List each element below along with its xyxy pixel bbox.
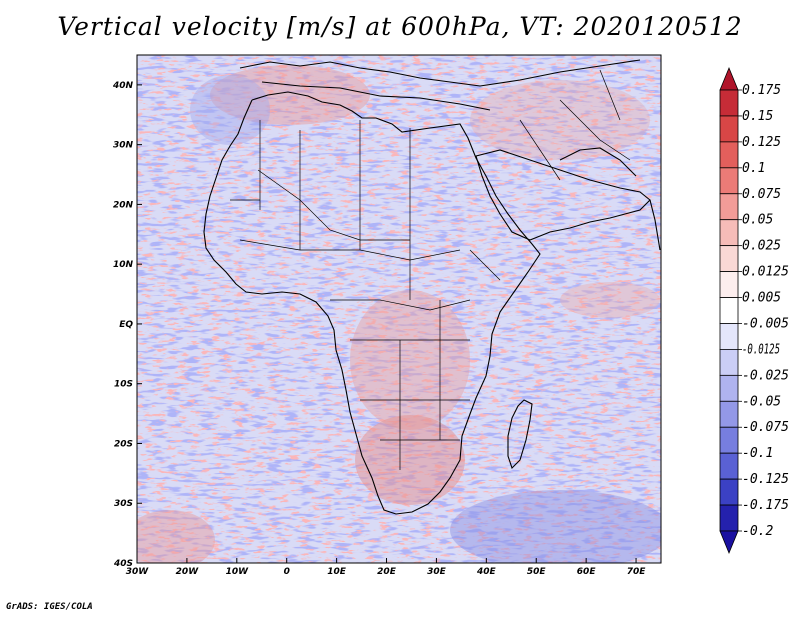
colorbar-box [719,167,739,195]
x-tick-label: 10W [226,567,250,577]
colorbar-level-label: -0.125 [742,472,789,487]
colorbar-box [719,374,739,402]
colorbar-level-label: 0.15 [742,109,773,124]
red-zone-sw-corner [137,510,215,563]
page-title: Vertical velocity [m/s] at 600hPa, VT: 2… [57,12,743,41]
colorbar-box [719,297,739,324]
colorbar-box [719,271,739,298]
colorbar-box [719,89,739,117]
colorbar-box [719,478,739,506]
coastlines [203,59,661,515]
red-zone-southern-africa [355,415,465,505]
colorbar-level-label: 0.025 [742,239,781,254]
y-tick-label: 40S [113,559,133,569]
colorbar-level-label: -0.075 [742,420,789,435]
africa-coastline [203,91,541,515]
colorbar-box [719,219,739,247]
x-tick-label: 10E [327,567,347,577]
blue-zone-atlantic [190,75,270,145]
x-tick-label: 70E [627,567,647,577]
colorbar-level-label: 0.0125 [742,265,789,280]
colorbar-level-label: 0.1 [742,161,765,176]
colorbar-box [719,349,739,376]
colorbar-level-label: 0.075 [742,187,781,202]
x-tick-label: 40E [476,567,497,577]
y-tick-label: 40N [112,81,134,91]
colorbar-level-label: 0.05 [742,213,773,228]
colorbar-box [719,141,739,169]
europe-coastline [239,59,641,87]
country-borders [230,69,631,470]
colorbar-bottom-triangle [719,530,739,555]
red-zone-central-africa [350,290,470,430]
india-coastline [649,199,661,251]
colorbar-level-label: -0.005 [742,316,789,331]
colorbar-level-label: 0.005 [742,291,781,306]
colorbar-level-label: 0.125 [742,135,781,150]
x-tick-label: 30W [126,567,150,577]
blue-zone-southern-ocean [450,490,661,563]
plot-frame [136,54,662,564]
colorbar-box [719,245,739,272]
colorbar-level-label: -0.025 [742,368,789,383]
red-zone-middle-east [470,80,650,160]
madagascar-coastline [507,399,533,470]
colorbar-level-label: 0.175 [742,83,781,98]
colorbar-level-label: -0.1 [742,446,773,461]
colorbar-box [719,504,739,532]
red-zone-nw-africa [210,65,370,125]
x-tick-label: 20E [377,567,397,577]
footer-credit: GrADS: IGES/COLA [6,602,93,612]
colorbar-box [719,323,739,350]
x-tick-label: 30E [427,567,447,577]
y-tick-label: 10S [114,380,133,390]
colorbar-level-label: -0.2 [742,524,773,539]
colorbar: 0.175 0.15 0.125 0.1 0.075 0.05 0.025 0.0125 0.0… [719,66,789,555]
colorbar-level-label: -0.0125 [742,342,780,357]
red-zone-indian-ocean [560,282,660,318]
y-tick-label: 30N [113,141,134,151]
colorbar-box [719,452,739,480]
colorbar-level-label: -0.175 [742,498,789,513]
y-tick-label: 10N [113,260,134,270]
y-tick-label: 30S [114,499,133,509]
colorbar-box [719,193,739,221]
persian-gulf-coastline [559,147,637,177]
colorbar-box [719,115,739,143]
mediterranean-coastline [261,81,491,111]
arabia-coastline [475,149,651,241]
x-tick-label: 20W [176,567,200,577]
colorbar-level-label: -0.05 [742,394,781,409]
x-tick-label: 50E [527,567,547,577]
x-tick-label: 0 [284,567,290,577]
x-axis: 30W 20W 10W 0 10E 20E 30E 40E 50E 60E 70E [126,558,646,577]
y-tick-label: EQ [119,320,133,330]
colorbar-top-triangle [719,66,739,91]
y-axis: 40N 30N 20N 10N EQ 10S 20S 30S 40S [112,81,142,569]
colorbar-box [719,400,739,428]
plot-area [137,55,661,563]
y-tick-label: 20N [113,200,134,210]
y-tick-label: 20S [114,439,133,449]
x-tick-label: 60E [577,567,597,577]
colorbar-box [719,426,739,454]
